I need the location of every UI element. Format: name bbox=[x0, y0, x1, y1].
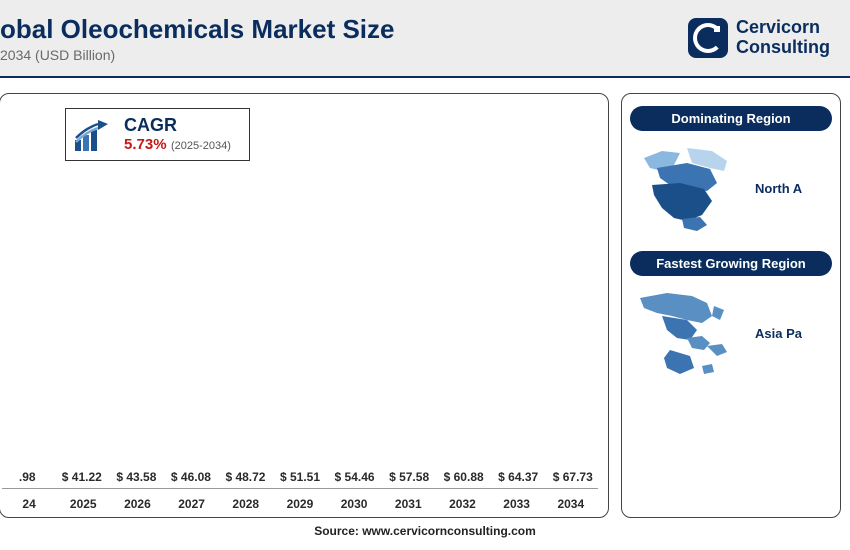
cagr-box: CAGR 5.73% (2025-2034) bbox=[65, 108, 250, 161]
bar-wrap: $ 46.08 bbox=[166, 470, 217, 488]
x-axis-label: 2031 bbox=[382, 497, 434, 511]
bar-value-label: .98 bbox=[19, 470, 36, 484]
bar-wrap: $ 67.73 bbox=[547, 470, 598, 488]
bar-wrap: .98 bbox=[2, 470, 53, 488]
x-axis-label: 2025 bbox=[57, 497, 109, 511]
fastest-region-pill: Fastest Growing Region bbox=[630, 251, 832, 276]
page-title: obal Oleochemicals Market Size bbox=[0, 14, 395, 45]
bar-value-label: $ 57.58 bbox=[389, 470, 429, 484]
x-axis-label: 2030 bbox=[328, 497, 380, 511]
header-text: obal Oleochemicals Market Size 2034 (USD… bbox=[0, 14, 395, 63]
cagr-label: CAGR bbox=[124, 115, 231, 136]
main-content: CAGR 5.73% (2025-2034) .98 $ 41.22 $ 43.58… bbox=[0, 78, 850, 518]
bar-wrap: $ 43.58 bbox=[111, 470, 162, 488]
bar-value-label: $ 54.46 bbox=[335, 470, 375, 484]
bar-value-label: $ 64.37 bbox=[498, 470, 538, 484]
x-axis-label: 2027 bbox=[166, 497, 218, 511]
side-panel: Dominating Region North A Fastest Growin… bbox=[621, 93, 841, 518]
x-axis-label: 2034 bbox=[545, 497, 597, 511]
bar-wrap: $ 41.22 bbox=[57, 470, 108, 488]
cagr-period: (2025-2034) bbox=[171, 140, 231, 152]
bar-wrap: $ 60.88 bbox=[438, 470, 489, 488]
brand-line1: Cervicorn bbox=[736, 17, 820, 37]
cagr-value-line: 5.73% (2025-2034) bbox=[124, 136, 231, 154]
page-subtitle: 2034 (USD Billion) bbox=[0, 47, 395, 63]
bars-area: .98 $ 41.22 $ 43.58 $ 46.08 $ 48.72 $ 51.51 $ … bbox=[2, 154, 598, 489]
fastest-region-block: Asia Pa bbox=[630, 284, 832, 388]
brand-line2: Consulting bbox=[736, 37, 830, 57]
bar-value-label: $ 43.58 bbox=[116, 470, 156, 484]
brand-logo: Cervicorn Consulting bbox=[688, 18, 830, 58]
growth-icon bbox=[74, 118, 114, 152]
asia-pacific-map-icon bbox=[632, 288, 747, 378]
x-axis-labels: 2420252026202720282029203020312032203320… bbox=[2, 497, 598, 511]
logo-text: Cervicorn Consulting bbox=[736, 18, 830, 58]
x-axis-label: 24 bbox=[3, 497, 55, 511]
fastest-region-name: Asia Pa bbox=[755, 326, 802, 341]
bar-value-label: $ 51.51 bbox=[280, 470, 320, 484]
bar-wrap: $ 51.51 bbox=[275, 470, 326, 488]
bar-value-label: $ 41.22 bbox=[62, 470, 102, 484]
dominating-region-name: North A bbox=[755, 181, 802, 196]
x-axis-label: 2029 bbox=[274, 497, 326, 511]
x-axis-label: 2032 bbox=[436, 497, 488, 511]
bar-value-label: $ 60.88 bbox=[444, 470, 484, 484]
cagr-value: 5.73% bbox=[124, 136, 167, 153]
cagr-text: CAGR 5.73% (2025-2034) bbox=[124, 115, 231, 154]
dominating-region-block: North A bbox=[630, 139, 832, 243]
x-axis-label: 2026 bbox=[111, 497, 163, 511]
bar-value-label: $ 46.08 bbox=[171, 470, 211, 484]
bar-wrap: $ 57.58 bbox=[384, 470, 435, 488]
bar-value-label: $ 67.73 bbox=[553, 470, 593, 484]
bar-value-label: $ 48.72 bbox=[225, 470, 265, 484]
source-line: Source: www.cervicornconsulting.com bbox=[0, 524, 850, 538]
logo-icon bbox=[688, 18, 728, 58]
bar-wrap: $ 64.37 bbox=[493, 470, 544, 488]
bar-wrap: $ 48.72 bbox=[220, 470, 271, 488]
x-axis-label: 2033 bbox=[491, 497, 543, 511]
x-axis-label: 2028 bbox=[220, 497, 272, 511]
north-america-map-icon bbox=[632, 143, 747, 233]
header-bar: obal Oleochemicals Market Size 2034 (USD… bbox=[0, 0, 850, 78]
bar-wrap: $ 54.46 bbox=[329, 470, 380, 488]
dominating-region-pill: Dominating Region bbox=[630, 106, 832, 131]
chart-panel: CAGR 5.73% (2025-2034) .98 $ 41.22 $ 43.58… bbox=[0, 93, 609, 518]
